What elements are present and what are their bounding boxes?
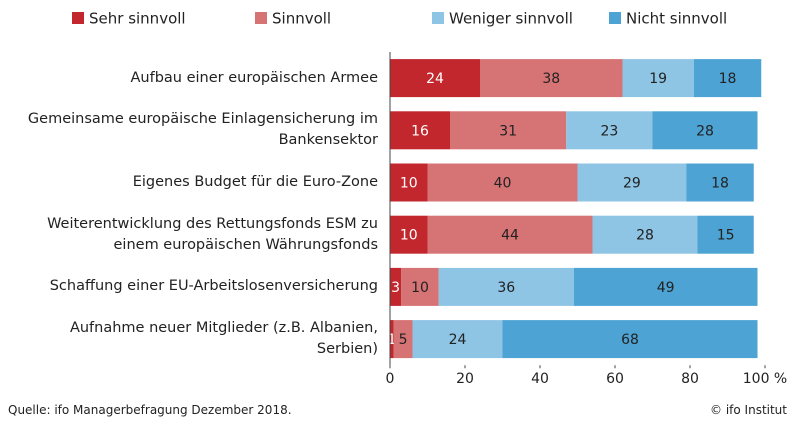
legend-label: Nicht sinnvoll [626,10,727,28]
value-label: 18 [711,176,729,192]
x-tick-label: 100 % [743,371,787,387]
bar-segment [390,267,402,306]
value-label: 18 [719,71,737,87]
category-label: Gemeinsame europäische Einlagensicherung… [27,111,378,149]
bar-segment [502,320,758,359]
legend-swatch [72,12,84,24]
category-label: Eigenes Budget für die Euro-Zone [132,174,378,190]
bar-segment [697,215,754,254]
legend-label: Sehr sinnvoll [89,10,186,28]
value-label: 31 [499,123,517,139]
bar-segment [566,111,653,150]
value-label: 3 [391,280,400,296]
bar-segment [390,59,480,98]
legend-swatch [609,12,621,24]
value-label: 28 [696,123,714,139]
bar-segment [686,163,754,202]
bar-segment [693,59,762,98]
value-label: 15 [717,228,735,244]
credit: © ifo Institut [710,403,787,417]
bar-segment [573,267,758,306]
source: Quelle: ifo Managerbefragung Dezember 20… [8,403,292,417]
x-tick-label: 40 [531,371,549,387]
value-label: 38 [542,71,560,87]
value-label: 23 [600,123,618,139]
value-label: 24 [426,71,444,87]
x-tick-label: 0 [386,371,395,387]
bar-segment [577,163,687,202]
bar-segment [390,163,428,202]
value-label: 5 [399,332,408,348]
bar-segment [438,267,574,306]
value-label: 29 [623,176,641,192]
value-label: 44 [501,228,519,244]
legend-label: Weniger sinnvoll [449,10,573,28]
category-label: Aufnahme neuer Mitglieder (z.B. Albanien… [69,320,378,358]
x-tick-label: 60 [606,371,624,387]
bar-segment [390,111,450,150]
bar-segment [450,111,567,150]
bar-segment [427,215,593,254]
value-label: 1 [387,332,396,348]
legend-swatch [255,12,267,24]
legend-label: Sinnvoll [272,10,331,28]
bar-segment [393,320,413,359]
value-label: 10 [411,280,429,296]
x-tick-label: 80 [681,371,699,387]
value-label: 10 [400,176,418,192]
value-label: 40 [494,176,512,192]
bar-segment [622,59,694,98]
bar-segment [390,215,428,254]
legend-swatch [432,12,444,24]
bar-segment [652,111,758,150]
value-label: 24 [449,332,467,348]
bar-segment [480,59,623,98]
x-tick-label: 20 [456,371,474,387]
bar-segment [592,215,698,254]
value-label: 28 [636,228,654,244]
category-label: Schaffung einer EU-Arbeitslosenversicher… [49,278,378,295]
value-label: 16 [411,123,429,139]
bar-segment [401,267,439,306]
value-label: 49 [657,280,675,296]
bar-segment [412,320,503,359]
bar-segment [390,320,394,359]
value-label: 10 [400,228,418,244]
value-label: 19 [649,71,667,87]
category-label: Weiterentwicklung des Rettungsfonds ESM … [47,215,378,253]
value-label: 68 [621,332,639,348]
value-label: 36 [497,280,515,296]
category-label: Aufbau einer europäischen Armee [130,69,378,86]
bar-segment [427,163,578,202]
